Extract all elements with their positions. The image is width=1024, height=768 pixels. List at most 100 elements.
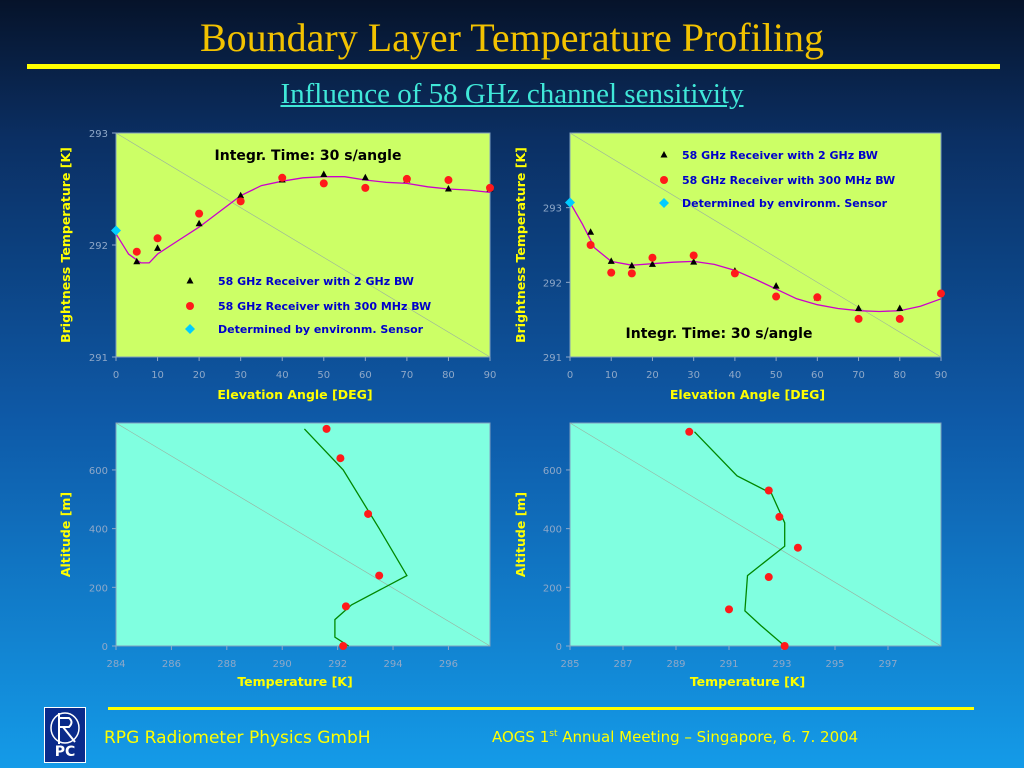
legend-marker-dot bbox=[660, 176, 668, 184]
y-axis-label: Brightness Temperature [K] bbox=[513, 147, 528, 343]
x-tick-label: 0 bbox=[567, 370, 573, 381]
x-tick-label: 287 bbox=[613, 659, 632, 670]
y-axis-label: Altitude [m] bbox=[58, 492, 73, 577]
data-point-dot bbox=[278, 173, 287, 182]
data-point-dot bbox=[341, 602, 350, 611]
footer-meeting: AOGS 1st Annual Meeting – Singapore, 6. … bbox=[492, 728, 858, 746]
data-point-dot bbox=[764, 486, 773, 495]
data-point-triangle bbox=[444, 185, 452, 192]
y-tick-label: 600 bbox=[89, 466, 108, 477]
y-tick-label: 200 bbox=[89, 583, 108, 594]
legend-marker-triangle bbox=[660, 151, 668, 158]
x-tick-label: 285 bbox=[560, 659, 579, 670]
x-tick-label: 292 bbox=[328, 659, 347, 670]
data-point-dot bbox=[793, 543, 802, 552]
x-tick-label: 289 bbox=[666, 659, 685, 670]
x-tick-label: 70 bbox=[852, 370, 865, 381]
data-point-triangle bbox=[133, 257, 141, 265]
data-point-triangle bbox=[648, 260, 656, 267]
data-point-dot bbox=[339, 642, 348, 650]
data-point-dot bbox=[725, 605, 733, 614]
data-point-triangle bbox=[690, 258, 698, 265]
logo-text: PC bbox=[54, 744, 76, 760]
x-tick-label: 30 bbox=[687, 370, 700, 381]
x-axis-label: Elevation Angle [DEG] bbox=[670, 387, 825, 402]
x-tick-label: 294 bbox=[383, 659, 402, 670]
x-tick-label: 290 bbox=[273, 659, 292, 670]
x-tick-label: 284 bbox=[106, 659, 125, 670]
y-tick-label: 291 bbox=[543, 353, 562, 364]
x-tick-label: 50 bbox=[770, 370, 783, 381]
data-point-dot bbox=[375, 571, 384, 580]
chart-altitude-right: 285 287 289 291 293 295 297 0 200 400 600 Temperatu… bbox=[513, 422, 942, 689]
footer-rule bbox=[108, 707, 974, 710]
x-tick-label: 297 bbox=[878, 659, 897, 670]
x-tick-label: 296 bbox=[439, 659, 458, 670]
data-point-dot bbox=[685, 427, 694, 436]
integration-time-annotation: Integr. Time: 30 s/angle bbox=[215, 148, 402, 164]
legend-label: 58 GHz Receiver with 2 GHz BW bbox=[682, 149, 878, 162]
x-tick-label: 60 bbox=[811, 370, 824, 381]
legend-marker-triangle bbox=[186, 277, 194, 284]
data-point-dot bbox=[336, 454, 345, 463]
y-tick-label: 293 bbox=[89, 129, 108, 140]
data-point-dot bbox=[764, 573, 773, 582]
x-tick-label: 10 bbox=[605, 370, 618, 381]
slide-subtitle: Influence of 58 GHz channel sensitivity bbox=[280, 78, 744, 110]
x-tick-label: 60 bbox=[359, 370, 372, 381]
diagonal-guide bbox=[569, 422, 942, 647]
data-point-triangle bbox=[195, 219, 203, 227]
footer-meeting-part-a: AOGS 1 bbox=[492, 728, 550, 746]
data-point-dot bbox=[195, 209, 204, 218]
x-tick-label: 50 bbox=[317, 370, 330, 381]
data-point-dot bbox=[648, 253, 657, 262]
data-point-dot bbox=[772, 292, 781, 301]
y-axis-label: Altitude [m] bbox=[513, 492, 528, 577]
data-point-dot bbox=[361, 183, 370, 192]
series-line bbox=[694, 431, 786, 647]
data-point-triangle bbox=[855, 304, 863, 311]
y-tick-label: 0 bbox=[556, 642, 562, 653]
data-point-triangle bbox=[361, 173, 369, 181]
x-tick-label: 40 bbox=[729, 370, 742, 381]
y-tick-label: 400 bbox=[543, 525, 562, 536]
x-tick-label: 40 bbox=[276, 370, 289, 381]
y-tick-label: 200 bbox=[543, 583, 562, 594]
footer-meeting-part-b: Annual Meeting – Singapore, 6. 7. 2004 bbox=[557, 728, 859, 746]
data-point-triangle bbox=[772, 282, 780, 289]
data-point-diamond bbox=[565, 197, 575, 208]
footer-meeting-sup: st bbox=[549, 729, 558, 739]
y-tick-label: 600 bbox=[543, 466, 562, 477]
x-axis-label: Temperature [K] bbox=[690, 674, 805, 689]
y-axis-label: Brightness Temperature [K] bbox=[58, 147, 73, 343]
series-line bbox=[569, 202, 942, 313]
data-point-dot bbox=[895, 314, 904, 323]
data-point-dot bbox=[486, 183, 494, 192]
legend-marker-diamond bbox=[659, 198, 669, 208]
integration-time-annotation: Integr. Time: 30 s/angle bbox=[626, 326, 813, 342]
x-tick-label: 90 bbox=[935, 370, 948, 381]
data-point-dot bbox=[319, 179, 328, 188]
data-point-triangle bbox=[154, 244, 162, 251]
legend-marker-dot bbox=[186, 302, 194, 310]
legend-marker-diamond bbox=[185, 324, 195, 334]
data-point-dot bbox=[937, 289, 945, 298]
data-point-dot bbox=[689, 251, 698, 260]
chart-altitude-left: 284 286 288 290 292 294 296 0 200 400 600 Temperatu… bbox=[58, 422, 491, 689]
title-underline bbox=[27, 64, 1000, 69]
data-point-dot bbox=[444, 176, 453, 185]
data-point-dot bbox=[730, 269, 739, 278]
data-point-triangle bbox=[607, 257, 615, 264]
x-tick-label: 20 bbox=[193, 370, 206, 381]
chart-brightness-left: 0 10 20 30 40 50 60 70 80 90 291 292 293 Elevation An… bbox=[58, 129, 496, 402]
rpg-logo: PC bbox=[44, 707, 86, 763]
legend-label: 58 GHz Receiver with 2 GHz BW bbox=[218, 275, 414, 288]
data-point-triangle bbox=[896, 304, 904, 311]
x-tick-label: 291 bbox=[719, 659, 738, 670]
data-point-dot bbox=[402, 174, 411, 183]
x-axis-label: Elevation Angle [DEG] bbox=[217, 387, 372, 402]
x-tick-label: 295 bbox=[825, 659, 844, 670]
legend-label: 58 GHz Receiver with 300 MHz BW bbox=[218, 300, 431, 313]
data-point-dot bbox=[627, 269, 636, 278]
x-tick-label: 80 bbox=[442, 370, 455, 381]
